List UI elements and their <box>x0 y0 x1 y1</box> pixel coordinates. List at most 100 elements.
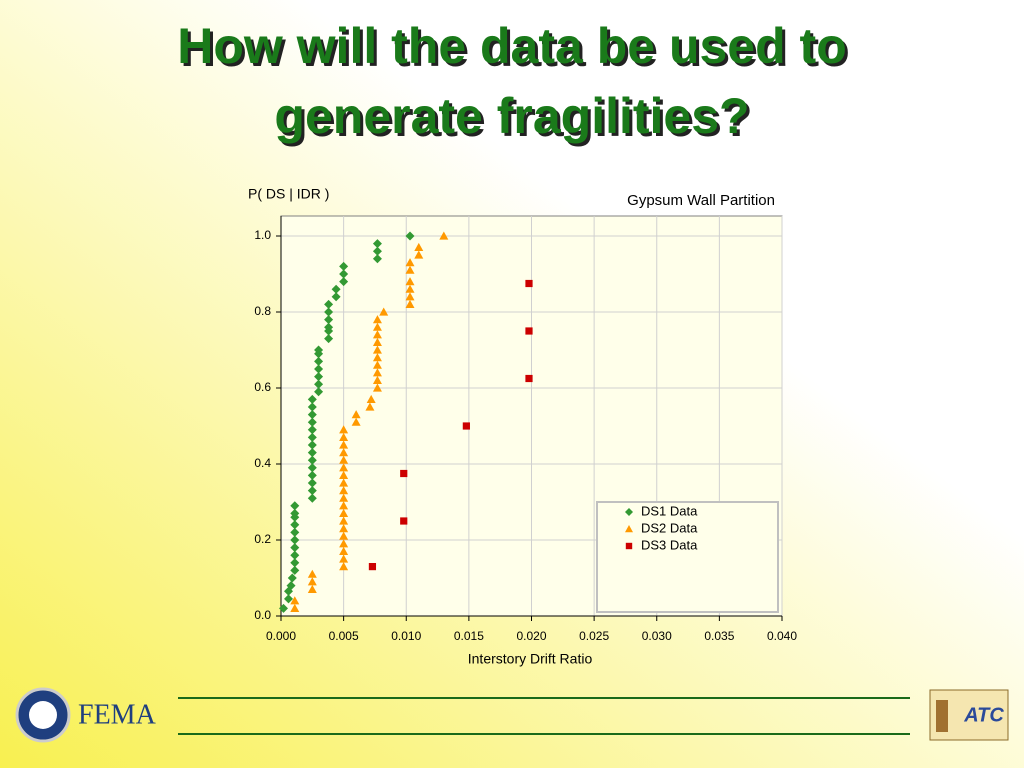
legend: DS1 Data DS2 Data DS3 Data <box>625 503 698 552</box>
square-marker <box>462 422 470 430</box>
diamond-marker <box>307 402 317 412</box>
triangle-marker <box>339 486 349 495</box>
points <box>279 231 533 613</box>
diamond-marker <box>372 239 382 249</box>
diamond-marker <box>279 603 289 613</box>
triangle-marker <box>372 375 382 384</box>
legend-label: DS3 Data <box>641 537 698 552</box>
x-tick-label: 0.040 <box>767 629 797 643</box>
atc-building <box>936 700 948 732</box>
y-tick-label: 0.0 <box>254 608 271 622</box>
fema-logo: FEMA <box>78 699 157 730</box>
diamond-marker <box>625 508 633 516</box>
x-tick-label: 0.030 <box>642 629 672 643</box>
triangle-marker <box>339 478 349 487</box>
triangle-marker <box>405 258 415 267</box>
triangle-marker <box>339 493 349 502</box>
y-tick-label: 0.4 <box>254 456 271 470</box>
diamond-marker <box>324 299 334 309</box>
triangle-marker <box>339 463 349 472</box>
square-marker <box>400 517 408 525</box>
diamond-marker <box>314 356 324 366</box>
triangle-marker <box>351 410 361 419</box>
square-marker <box>400 469 408 478</box>
x-tick-label: 0.000 <box>266 629 296 643</box>
triangle-marker <box>372 345 382 354</box>
diamond-marker <box>290 558 300 568</box>
diamond-marker <box>331 284 341 294</box>
diamond-marker <box>307 417 317 427</box>
triangle-marker <box>414 250 424 259</box>
diamond-marker <box>284 594 294 604</box>
triangle-marker <box>307 569 317 578</box>
triangle-marker <box>372 322 382 331</box>
triangle-marker <box>339 440 349 449</box>
diamond-marker <box>307 425 317 435</box>
diamond-marker <box>324 322 334 332</box>
diamond-marker <box>307 432 317 442</box>
diamond-marker <box>324 307 334 317</box>
triangle-marker <box>339 425 349 434</box>
legend-label: DS2 Data <box>641 520 698 535</box>
x-axis-label: Interstory Drift Ratio <box>468 651 593 667</box>
diamond-marker <box>324 334 334 344</box>
diamond-marker <box>307 478 317 488</box>
diamond-marker <box>290 543 300 553</box>
triangle-marker <box>290 596 300 605</box>
diamond-marker <box>314 345 324 355</box>
y-tick-label: 0.2 <box>254 532 271 546</box>
diamond-marker <box>314 364 324 374</box>
diamond-marker <box>324 315 334 325</box>
diamond-marker <box>314 379 324 389</box>
triangle-marker <box>290 603 300 612</box>
diamond-marker <box>290 520 300 530</box>
triangle-marker <box>365 402 375 411</box>
triangle-marker <box>372 353 382 362</box>
triangle-marker <box>339 531 349 540</box>
legend-label: DS1 Data <box>641 503 698 518</box>
diamond-marker <box>307 486 317 496</box>
triangle-marker <box>339 524 349 533</box>
triangle-marker <box>372 368 382 377</box>
triangle-marker <box>339 508 349 517</box>
title-line: generate fragilities? <box>274 88 749 144</box>
triangle-marker <box>339 562 349 571</box>
diamond-marker <box>314 387 324 397</box>
triangle-marker <box>405 265 415 274</box>
square-marker <box>625 542 633 550</box>
triangle-marker <box>405 292 415 301</box>
diamond-marker <box>290 527 300 537</box>
diamond-marker <box>287 573 297 583</box>
diamond-marker <box>286 581 296 591</box>
diamond-marker <box>372 246 382 256</box>
diamond-marker <box>290 501 300 511</box>
triangle-marker <box>379 307 389 316</box>
diamond-marker <box>290 565 300 575</box>
triangle-marker <box>405 277 415 286</box>
diamond-marker <box>307 463 317 473</box>
triangle-marker <box>307 584 317 593</box>
x-tick-label: 0.020 <box>516 629 546 643</box>
diamond-marker <box>372 254 382 264</box>
y-tick-label: 0.8 <box>254 304 271 318</box>
title-shadow: generate fragilities? <box>277 91 752 147</box>
diamond-marker <box>405 231 415 241</box>
diamond-marker <box>307 394 317 404</box>
triangle-marker <box>625 525 633 533</box>
triangle-marker <box>339 470 349 479</box>
x-tick-label: 0.025 <box>579 629 609 643</box>
square-marker <box>368 563 377 571</box>
legend-box <box>596 501 779 613</box>
triangle-marker <box>339 448 349 457</box>
y-tick-label: 1.0 <box>254 228 271 242</box>
triangle-marker <box>339 432 349 441</box>
triangle-marker <box>405 284 415 293</box>
dhs-seal-inner <box>29 701 57 729</box>
triangle-marker <box>339 455 349 464</box>
diamond-marker <box>307 455 317 465</box>
atc-logo: ATC <box>963 704 1004 726</box>
square-marker <box>525 279 533 288</box>
x-tick-label: 0.035 <box>704 629 734 643</box>
triangle-marker <box>372 337 382 346</box>
triangle-marker <box>372 330 382 339</box>
